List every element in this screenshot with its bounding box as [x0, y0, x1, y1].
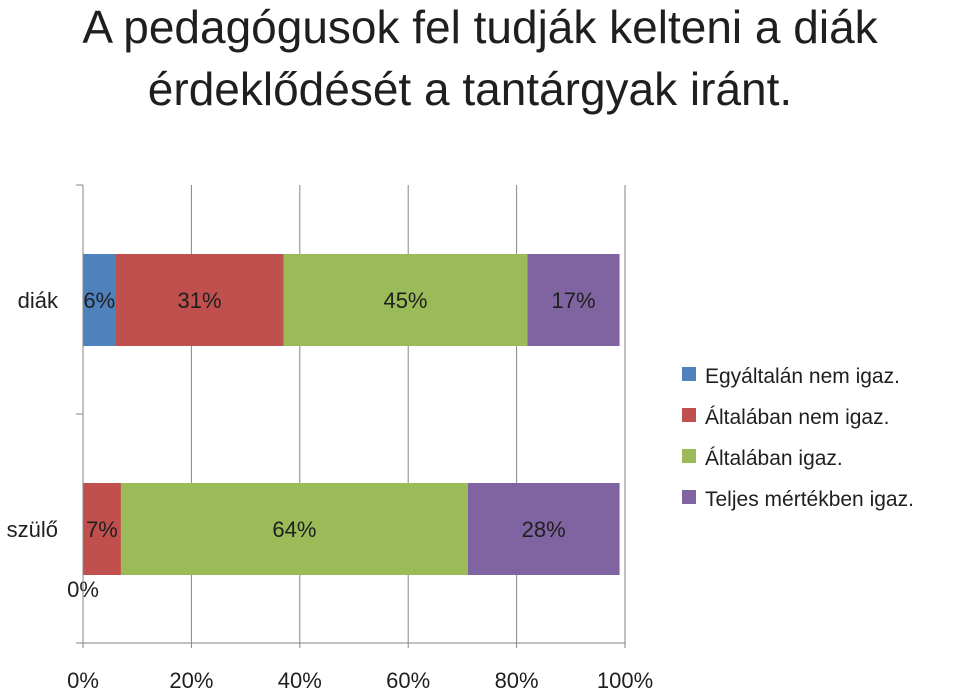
x-tick-label: 40% [278, 668, 322, 689]
bar-segment [467, 483, 620, 575]
legend-swatch [682, 367, 696, 381]
bar-segment [115, 254, 284, 346]
data-label: 28% [522, 517, 566, 542]
category-label: diák [18, 288, 59, 313]
legend-swatch [682, 408, 696, 422]
bar-segment [83, 483, 121, 575]
bar-segment [527, 254, 620, 346]
bar-segment [120, 483, 468, 575]
x-tick-label: 100% [597, 668, 653, 689]
legend-swatch [682, 449, 696, 463]
data-label: 17% [551, 288, 595, 313]
data-label: 45% [383, 288, 427, 313]
data-label: 7% [86, 517, 118, 542]
bar-segment [283, 254, 528, 346]
legend-label: Általában igaz. [705, 447, 843, 470]
data-label: 6% [83, 288, 115, 313]
legend-label: Egyáltalán nem igaz. [705, 365, 900, 388]
legend-label: Teljes mértékben igaz. [705, 488, 914, 511]
x-tick-label: 60% [386, 668, 430, 689]
x-tick-label: 0% [67, 668, 99, 689]
legend: Egyáltalán nem igaz. Általában nem igaz. Á… [682, 365, 914, 511]
x-tick-label: 20% [169, 668, 213, 689]
axes: 0% 20% 40% 60% 80% 100% diák szülő [7, 184, 653, 689]
legend-swatch [682, 490, 696, 504]
data-label: 31% [178, 288, 222, 313]
legend-label: Általában nem igaz. [705, 406, 889, 429]
bar-segment [83, 254, 116, 346]
x-tick-label: 80% [495, 668, 539, 689]
chart-title-line-1: A pedagógusok fel tudják kelteni a diák [82, 1, 878, 53]
chart-title-line-2: érdeklődését a tantárgyak iránt. [147, 63, 793, 115]
data-labels: 6% 31% 45% 17%0%7% 64% 28% [67, 288, 595, 602]
data-label: 64% [272, 517, 316, 542]
category-label: szülő [7, 517, 58, 542]
bar-segments [83, 254, 620, 575]
